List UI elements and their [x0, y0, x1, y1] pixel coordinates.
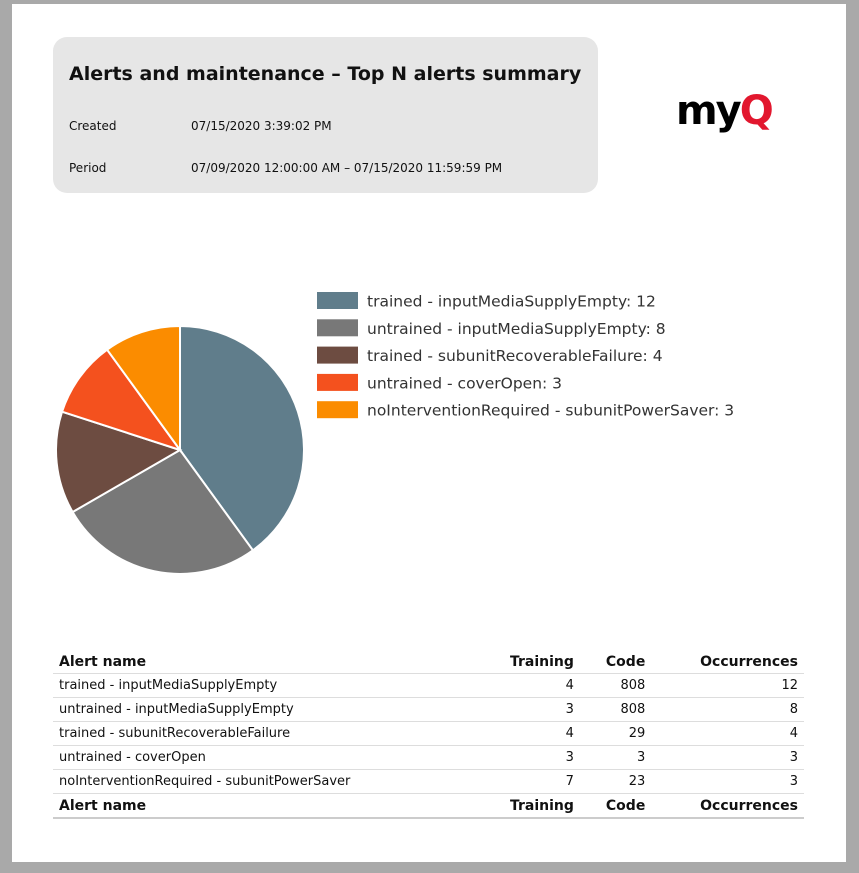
legend-swatch [317, 346, 358, 364]
column-header: Training [474, 793, 580, 819]
table-cell: 4 [474, 673, 580, 698]
table-cell: untrained - inputMediaSupplyEmpty [53, 697, 475, 722]
pie-slice [60, 348, 183, 452]
column-header: Occurrences [651, 793, 804, 819]
legend-label: trained - inputMediaSupplyEmpty: 12 [367, 293, 656, 311]
report-title: Alerts and maintenance – Top N alerts su… [69, 63, 582, 85]
table-cell: 12 [651, 673, 804, 698]
legend-label: noInterventionRequired - subunitPowerSav… [367, 402, 734, 420]
table-cell: 4 [651, 721, 804, 746]
table-row: untrained - inputMediaSupplyEmpty 3 808 8 [53, 697, 804, 722]
pie-slice [105, 324, 181, 454]
pie-slice [179, 324, 305, 552]
logo-text: my [676, 88, 742, 134]
legend-label: untrained - inputMediaSupplyEmpty: 8 [367, 320, 666, 338]
report-header: Alerts and maintenance – Top N alerts su… [53, 37, 598, 193]
column-header: Alert name [53, 793, 475, 819]
table-cell: trained - subunitRecoverableFailure [53, 721, 475, 746]
table-cell: 29 [579, 721, 652, 746]
column-header: Occurrences [651, 650, 804, 674]
legend-swatch [317, 319, 358, 337]
column-header: Alert name [53, 650, 475, 674]
column-header: Training [474, 650, 580, 674]
table-row: untrained - coverOpen 3 3 3 [53, 745, 804, 770]
table-cell: 3 [474, 745, 580, 770]
table-cell: 23 [579, 769, 652, 794]
legend-label: trained - subunitRecoverableFailure: 4 [367, 347, 663, 365]
legend-swatch [317, 292, 358, 309]
table-cell: 808 [579, 673, 652, 698]
table-row: trained - subunitRecoverableFailure 4 29 4 [53, 721, 804, 746]
table-cell: 3 [474, 697, 580, 722]
pie-slice [71, 448, 255, 575]
table-row: trained - inputMediaSupplyEmpty 4 808 12 [53, 673, 804, 698]
pie-slice [55, 410, 183, 514]
table-cell: 7 [474, 769, 580, 794]
table-header: Alert name Training Code Occurrences [53, 650, 804, 674]
field-label: Period [69, 161, 107, 175]
paper: Alerts and maintenance – Top N alerts su… [12, 4, 846, 862]
column-header: Code [579, 650, 652, 674]
table-cell: untrained - coverOpen [53, 745, 475, 770]
field-value: 07/09/2020 12:00:00 AM – 07/15/2020 11:5… [191, 161, 503, 175]
table-cell: 8 [651, 697, 804, 722]
table-cell: 808 [579, 697, 652, 722]
table-cell: 3 [579, 745, 652, 770]
table-body: trained - inputMediaSupplyEmpty 4 808 12 unt… [53, 673, 804, 794]
table-cell: 3 [651, 745, 804, 770]
column-header: Code [579, 793, 652, 819]
logo-text: Q [739, 88, 774, 134]
table-cell: 3 [651, 769, 804, 794]
field-label: Created [69, 119, 117, 133]
legend-label: untrained - coverOpen: 3 [367, 374, 562, 392]
legend-swatch [317, 401, 358, 419]
logo: myQ [676, 88, 774, 134]
field-value: 07/15/2020 3:39:02 PM [191, 119, 332, 133]
legend-swatch [317, 373, 358, 391]
pie-chart: trained - inputMediaSupplyEmpty: 12 untra… [55, 292, 734, 575]
table-cell: noInterventionRequired - subunitPowerSav… [53, 769, 475, 794]
table-row: noInterventionRequired - subunitPowerSav… [53, 769, 804, 794]
table-cell: 4 [474, 721, 580, 746]
alerts-table: Alert name Training Code Occurrences traine… [53, 650, 804, 819]
table-cell: trained - inputMediaSupplyEmpty [53, 673, 475, 698]
table-footer: Alert name Training Code Occurrences [53, 793, 804, 819]
